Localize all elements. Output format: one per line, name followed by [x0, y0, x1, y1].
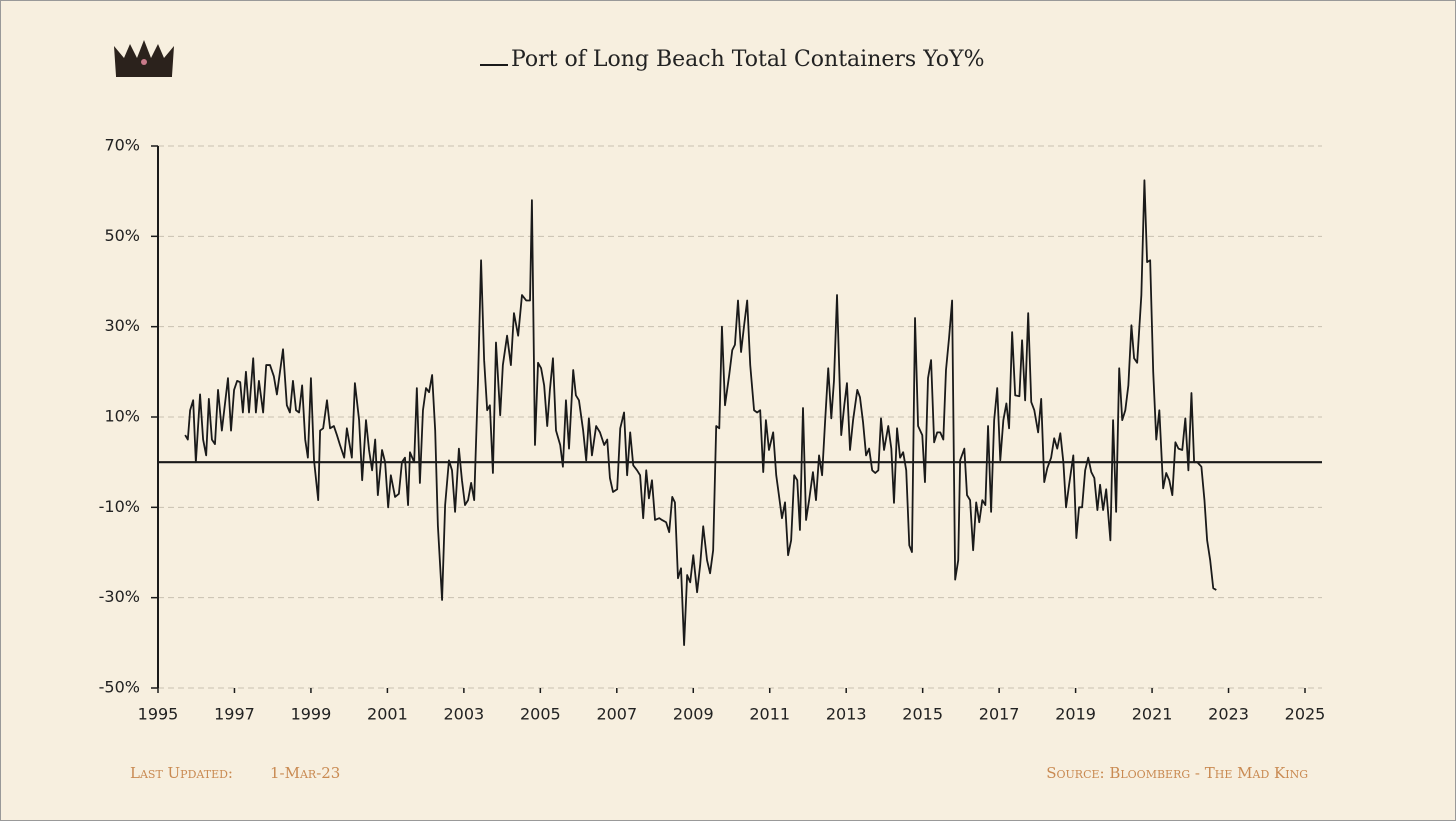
- chart-title: Port of Long Beach Total Containers YoY%: [511, 47, 984, 72]
- x-tick-label: 2011: [749, 705, 790, 724]
- footer-updated-label: Last Updated:: [130, 764, 233, 782]
- y-tick-label: -50%: [99, 678, 140, 697]
- x-tick-label: 2023: [1208, 705, 1249, 724]
- x-tick-label: 1995: [138, 705, 179, 724]
- crown-logo: [114, 40, 174, 77]
- x-tick-label: 2021: [1132, 705, 1173, 724]
- x-tick-label: 2005: [520, 705, 561, 724]
- x-tick-label: 2003: [444, 705, 485, 724]
- x-tick-label: 2007: [596, 705, 637, 724]
- y-tick-label: 30%: [104, 316, 140, 335]
- x-tick-label: 2001: [367, 705, 408, 724]
- y-tick-label: -10%: [99, 497, 140, 516]
- x-tick-label: 2015: [902, 705, 943, 724]
- y-tick-label: -30%: [99, 587, 140, 606]
- x-tick-label: 1997: [214, 705, 255, 724]
- y-tick-label: 70%: [104, 136, 140, 155]
- x-tick-label: 2009: [673, 705, 714, 724]
- x-tick-label: 2013: [826, 705, 867, 724]
- x-tick-label: 1999: [291, 705, 332, 724]
- data-line: [184, 179, 1217, 646]
- footer-updated-date: 1-Mar-23: [270, 764, 340, 782]
- x-tick-label: 2017: [979, 705, 1020, 724]
- x-tick-label: 2025: [1285, 705, 1326, 724]
- y-tick-label: 10%: [104, 407, 140, 426]
- footer-source: Source: Bloomberg - The Mad King: [1046, 764, 1308, 782]
- x-tick-label: 2019: [1055, 705, 1096, 724]
- y-tick-label: 50%: [104, 226, 140, 245]
